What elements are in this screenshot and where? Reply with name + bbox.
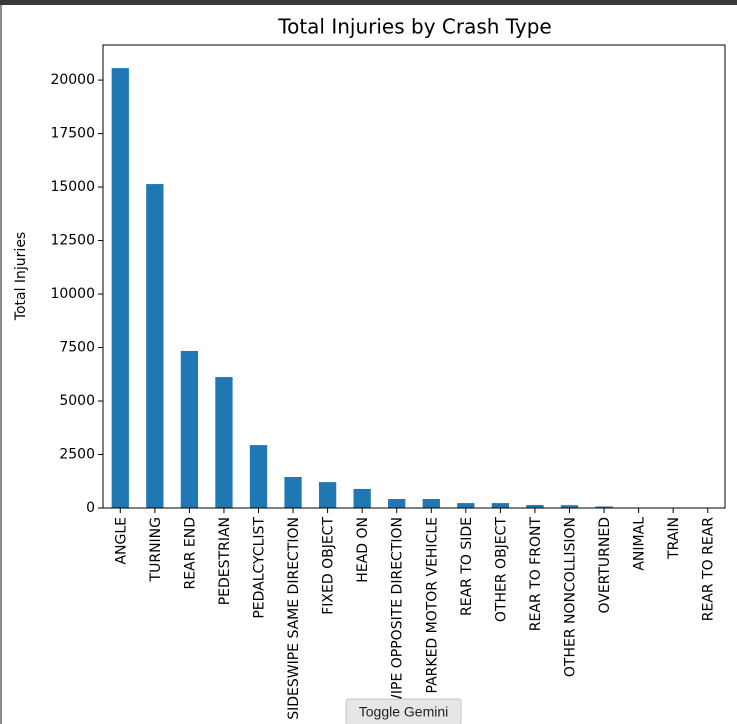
y-tick-label: 5000 [59, 393, 95, 409]
bar [491, 503, 510, 508]
bar [111, 68, 129, 508]
x-tick-label: PARKED MOTOR VEHICLE [424, 517, 440, 693]
y-tick-label: 15000 [50, 179, 95, 195]
bar [560, 505, 579, 508]
top-bar [0, 0, 737, 5]
x-tick-label: HEAD ON [355, 517, 371, 583]
y-tick-label: 0 [86, 500, 95, 516]
x-tick-label: REAR END [182, 517, 198, 589]
y-tick-label: 2500 [59, 447, 95, 463]
y-tick-label: 20000 [50, 72, 95, 88]
bar [457, 503, 475, 508]
y-tick-label: 17500 [50, 126, 95, 142]
y-tick-label: 10000 [50, 286, 95, 302]
x-tick-label: PEDESTRIAN [217, 517, 233, 605]
bar [249, 445, 268, 508]
chart-title: Total Injuries by Crash Type [277, 15, 551, 39]
axes-frame [102, 44, 726, 509]
x-tick-label: OTHER NONCOLLISION [563, 517, 579, 677]
x-tick-label: SIDESWIPE SAME DIRECTION [286, 517, 302, 720]
bar [526, 505, 544, 508]
bar [388, 499, 406, 508]
y-axis-label: Total Injuries [13, 232, 29, 321]
bar [318, 482, 337, 508]
x-tick-label: REAR TO FRONT [528, 517, 544, 632]
button-label[interactable]: Toggle Gemini [359, 704, 449, 720]
y-tick-label: 12500 [50, 233, 95, 249]
x-tick-label: ANGLE [113, 517, 129, 565]
left-border [0, 5, 2, 724]
button-bg[interactable] [345, 698, 462, 724]
x-tick-label: REAR TO SIDE [459, 517, 475, 616]
bar [422, 499, 440, 508]
bar [284, 476, 302, 508]
bar [215, 377, 233, 508]
toggle-button[interactable]: Toggle Gemini [345, 698, 462, 724]
bar [180, 350, 199, 508]
bar [146, 184, 164, 508]
bar [595, 506, 613, 508]
x-tick-label: ANIMAL [632, 517, 648, 571]
bar [353, 488, 371, 508]
y-tick-label: 7500 [59, 340, 95, 356]
x-tick-label: FIXED OBJECT [321, 517, 337, 615]
x-tick-label: REAR TO REAR [701, 517, 717, 622]
x-tick-label: PEDALCYCLIST [252, 517, 268, 619]
x-tick-label: OVERTURNED [597, 517, 613, 614]
x-tick-label: TRAIN [666, 517, 682, 560]
x-tick-label: SIDESWIPE OPPOSITE DIRECTION [390, 517, 406, 724]
x-tick-label: TURNING [148, 517, 164, 582]
plot: 0 2500 5000 7500 10000 12500 15000 17500 20000 AN… [50, 68, 717, 724]
x-tick-label: OTHER OBJECT [493, 517, 509, 622]
